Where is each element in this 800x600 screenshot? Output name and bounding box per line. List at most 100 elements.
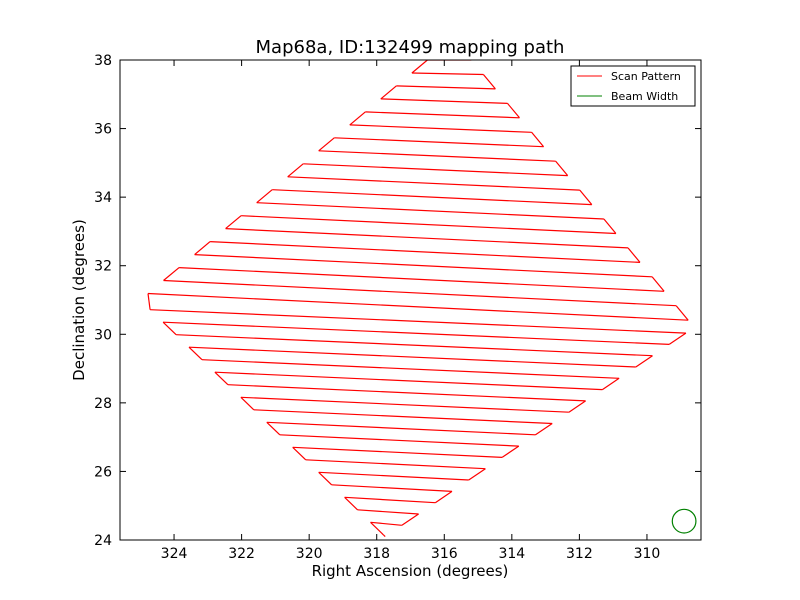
x-tick-label: 318 bbox=[363, 546, 390, 562]
x-tick-label: 320 bbox=[296, 546, 323, 562]
x-tick-label: 322 bbox=[228, 546, 255, 562]
scan-pattern-segment bbox=[380, 98, 508, 104]
scan-pattern-segment bbox=[214, 371, 229, 386]
scan-pattern-segment bbox=[370, 521, 402, 526]
scan-pattern-segment bbox=[579, 189, 593, 205]
legend-box bbox=[570, 65, 696, 107]
scan-pattern-segment bbox=[179, 267, 665, 292]
scan-pattern-segment bbox=[266, 421, 536, 436]
scan-pattern-segment bbox=[188, 346, 203, 361]
scan-pattern-segment bbox=[292, 446, 307, 461]
scan-pattern-segment bbox=[568, 400, 586, 413]
scan-pattern-segment bbox=[344, 496, 358, 511]
scan-pattern-segment bbox=[383, 534, 386, 538]
scan-pattern-segment bbox=[668, 332, 687, 345]
scan-pattern-segment bbox=[318, 471, 333, 486]
x-tick-label: 324 bbox=[161, 546, 188, 562]
x-axis-label: Right Ascension (degrees) bbox=[312, 562, 509, 580]
scan-pattern-segment bbox=[147, 293, 151, 310]
scan-pattern-segment bbox=[468, 468, 486, 481]
scan-pattern-segment bbox=[163, 321, 670, 345]
scan-pattern-segment bbox=[651, 276, 665, 292]
scan-pattern-segment bbox=[227, 384, 586, 402]
y-tick-label: 34 bbox=[94, 190, 112, 206]
scan-pattern-segment bbox=[627, 247, 641, 263]
plot-series-layer bbox=[147, 60, 697, 538]
x-tick-label: 310 bbox=[634, 546, 661, 562]
scan-pattern-segment bbox=[531, 131, 545, 148]
scan-pattern-segment bbox=[150, 309, 686, 334]
scan-pattern-segment bbox=[214, 371, 603, 391]
scan-pattern-segment bbox=[287, 163, 304, 178]
chart-title: Map68a, ID:132499 mapping path bbox=[256, 37, 565, 58]
scan-pattern-segment bbox=[194, 254, 653, 278]
scan-pattern-segment bbox=[240, 396, 569, 413]
scan-pattern-segment bbox=[194, 241, 211, 256]
scan-pattern-segment bbox=[535, 423, 553, 436]
scan-pattern-segment bbox=[349, 124, 532, 133]
scan-pattern-segment bbox=[411, 60, 428, 74]
scan-pattern-segment bbox=[256, 189, 273, 204]
scan-pattern-segment bbox=[287, 176, 580, 191]
scan-pattern-segment bbox=[163, 267, 180, 281]
scan-pattern-segment bbox=[318, 150, 556, 162]
scan-pattern-segment bbox=[253, 409, 553, 425]
scan-pattern-segment bbox=[305, 459, 486, 470]
scan-pattern-segment bbox=[365, 111, 520, 119]
scan-pattern-segment bbox=[675, 305, 689, 321]
x-tick-label: 314 bbox=[498, 546, 525, 562]
scan-pattern-segment bbox=[401, 513, 419, 526]
y-tick-label: 38 bbox=[94, 53, 112, 69]
scan-pattern-segment bbox=[225, 228, 629, 249]
scan-pattern-segment bbox=[501, 445, 520, 458]
scan-pattern-segment bbox=[318, 137, 335, 152]
y-axis-label: Declination (degrees) bbox=[70, 219, 88, 381]
scan-pattern-segment bbox=[603, 218, 617, 234]
axis-ticks: 324 322 320 318 316 314 312 310 24 26 28 30 32 34 36 38 bbox=[94, 53, 701, 562]
scan-pattern-segment bbox=[318, 471, 469, 481]
plot-frame bbox=[119, 59, 702, 541]
scan-pattern-segment bbox=[396, 85, 496, 90]
scan-pattern-segment bbox=[279, 434, 519, 447]
y-tick-label: 28 bbox=[94, 396, 112, 412]
scan-pattern-segment bbox=[482, 74, 496, 90]
scan-pattern-segment bbox=[163, 279, 677, 307]
scan-pattern-segment bbox=[241, 215, 616, 235]
scan-pattern-segment bbox=[147, 292, 689, 321]
scan-pattern-segment bbox=[176, 334, 653, 357]
scan-pattern-segment bbox=[507, 103, 520, 119]
scan-pattern-segment bbox=[240, 396, 255, 411]
y-tick-label: 36 bbox=[94, 122, 112, 138]
scan-pattern-segment bbox=[635, 355, 653, 368]
legend: Scan Pattern Beam Width bbox=[570, 65, 696, 107]
scan-pattern-segment bbox=[331, 484, 453, 492]
legend-label-scan-pattern: Scan Pattern bbox=[611, 70, 681, 83]
scan-pattern-segment bbox=[303, 163, 568, 177]
scan-pattern-segment bbox=[434, 490, 453, 504]
beam-width-circle bbox=[671, 508, 697, 534]
x-tick-label: 316 bbox=[431, 546, 458, 562]
legend-label-beam-width: Beam Width bbox=[611, 90, 678, 103]
y-tick-label: 32 bbox=[94, 259, 112, 275]
scan-pattern-segment bbox=[411, 72, 484, 76]
scan-pattern-segment bbox=[162, 321, 177, 336]
scan-pattern-segment bbox=[225, 215, 242, 230]
scan-pattern-segment bbox=[266, 421, 281, 436]
y-tick-label: 26 bbox=[94, 464, 112, 480]
scan-pattern-segment bbox=[292, 446, 503, 458]
scan-pattern-segment bbox=[357, 509, 419, 515]
x-tick-label: 312 bbox=[566, 546, 593, 562]
y-tick-label: 24 bbox=[94, 533, 112, 549]
scan-pattern-segment bbox=[334, 137, 544, 148]
scan-pattern-segment bbox=[344, 496, 436, 504]
scan-pattern-segment bbox=[210, 241, 641, 263]
scan-pattern-segment bbox=[555, 160, 569, 176]
scan-pattern-segment bbox=[380, 85, 397, 100]
scan-pattern-segment bbox=[349, 111, 366, 126]
scan-pattern-segment bbox=[272, 189, 592, 206]
scan-pattern-segment bbox=[370, 521, 384, 536]
scan-pattern-segment bbox=[188, 346, 636, 368]
scan-pattern-segment bbox=[256, 202, 604, 220]
scan-pattern-segment bbox=[201, 359, 620, 379]
